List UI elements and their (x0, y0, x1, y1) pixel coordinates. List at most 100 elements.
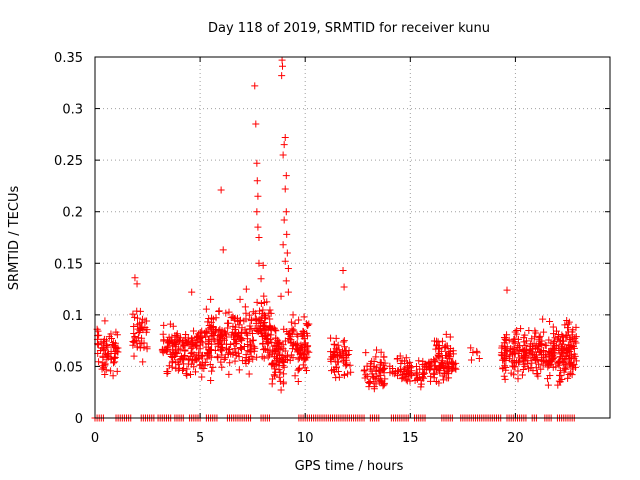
data-point (570, 344, 578, 352)
y-tick-label: 0 (75, 412, 83, 427)
data-point (519, 357, 527, 365)
data-point (281, 337, 289, 345)
data-point (275, 373, 283, 381)
data-point (273, 340, 281, 348)
data-point (549, 355, 557, 363)
data-point (372, 367, 380, 375)
x-axis-label: GPS time / hours (295, 459, 404, 474)
data-point (129, 341, 137, 349)
data-point (279, 62, 287, 70)
data-point (541, 351, 549, 359)
data-point (435, 349, 443, 357)
data-point (430, 369, 438, 377)
data-point (327, 357, 335, 365)
data-point (272, 354, 280, 362)
data-point (276, 377, 284, 385)
data-point (303, 321, 311, 329)
data-point (213, 353, 221, 361)
data-point (207, 295, 215, 303)
x-tick-label: 5 (196, 431, 204, 446)
data-point (264, 353, 272, 361)
data-point (100, 346, 108, 354)
data-point (445, 362, 453, 370)
data-point (101, 346, 109, 354)
data-point (431, 362, 439, 370)
data-point (255, 234, 263, 241)
data-point (165, 333, 173, 341)
data-point (378, 377, 386, 385)
data-point (172, 358, 180, 366)
data-point (361, 366, 369, 374)
data-point (561, 321, 569, 329)
data-point (386, 369, 394, 377)
data-point (362, 349, 370, 357)
data-point (268, 338, 276, 346)
data-point (295, 316, 303, 324)
data-point (467, 356, 475, 364)
data-point (219, 246, 227, 254)
data-point (532, 357, 540, 365)
data-point (130, 352, 138, 360)
data-point (201, 358, 209, 366)
data-point (249, 329, 257, 337)
data-point (537, 365, 545, 373)
data-point (257, 299, 265, 307)
data-point (500, 372, 508, 380)
data-point (418, 374, 426, 382)
data-point (498, 344, 506, 352)
data-point (549, 323, 557, 331)
data-point (291, 320, 299, 328)
data-point (226, 359, 234, 367)
data-point (255, 259, 263, 267)
data-point (99, 362, 107, 370)
data-point (260, 354, 268, 362)
data-point (172, 332, 180, 340)
data-point (338, 353, 346, 361)
data-point (556, 353, 564, 361)
x-tick-label: 20 (507, 431, 524, 446)
data-point (334, 341, 342, 349)
data-point (242, 285, 250, 293)
data-point (569, 343, 577, 351)
data-point (206, 360, 214, 368)
data-point (514, 375, 522, 383)
data-point (245, 355, 253, 363)
data-point (217, 186, 225, 194)
data-point (217, 331, 225, 339)
y-tick-label: 0.3 (62, 103, 83, 118)
data-point (528, 335, 536, 343)
data-point (135, 328, 143, 336)
data-point (420, 369, 428, 377)
data-point (378, 366, 386, 374)
data-point (232, 323, 240, 331)
data-point (222, 309, 230, 317)
data-point (99, 338, 107, 346)
data-point (473, 349, 481, 357)
data-point (299, 351, 307, 359)
data-point (259, 340, 267, 348)
data-point (231, 357, 239, 365)
data-point (232, 329, 240, 337)
data-point (225, 370, 233, 378)
data-point (447, 345, 455, 353)
data-point (169, 349, 177, 357)
data-point (133, 343, 141, 351)
data-point (467, 344, 475, 352)
data-point (500, 355, 508, 363)
data-point (277, 386, 285, 394)
data-point (511, 363, 519, 371)
data-point (430, 358, 438, 366)
data-point (343, 352, 351, 360)
data-point (244, 347, 252, 355)
data-point (501, 343, 509, 351)
data-point (138, 339, 146, 347)
data-point (168, 363, 176, 371)
data-point (554, 330, 562, 338)
data-point (294, 355, 302, 363)
data-point (284, 264, 292, 272)
data-point (202, 343, 210, 351)
data-point (439, 376, 447, 384)
data-point (160, 321, 168, 329)
data-point (344, 370, 352, 378)
data-point (253, 353, 261, 361)
